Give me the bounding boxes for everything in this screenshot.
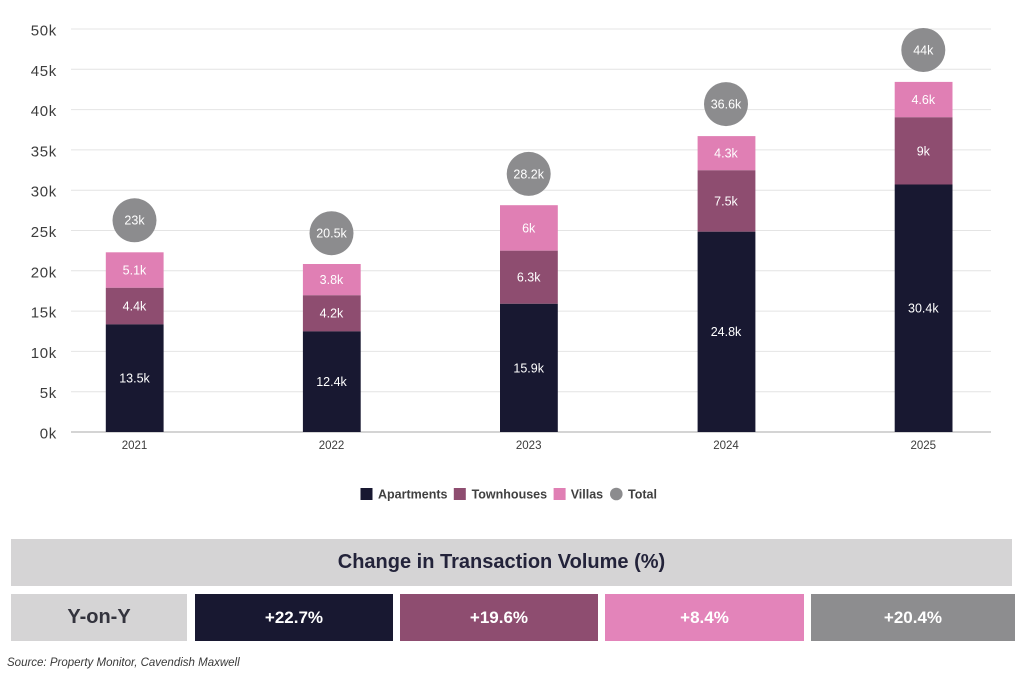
svg-text:36.6k: 36.6k (711, 98, 742, 112)
svg-text:4.6k: 4.6k (911, 93, 935, 107)
svg-text:2023: 2023 (516, 440, 542, 452)
svg-text:6.3k: 6.3k (517, 271, 541, 285)
svg-text:5.1k: 5.1k (123, 263, 147, 277)
svg-text:5k: 5k (40, 385, 57, 402)
svg-text:30k: 30k (31, 184, 57, 201)
svg-text:20.5k: 20.5k (316, 227, 347, 241)
svg-text:50k: 50k (31, 23, 57, 40)
svg-text:4.3k: 4.3k (714, 147, 738, 161)
svg-text:15.9k: 15.9k (513, 361, 544, 375)
svg-text:40k: 40k (31, 103, 57, 120)
svg-text:28.2k: 28.2k (513, 167, 544, 181)
svg-text:15k: 15k (31, 305, 57, 322)
svg-text:2022: 2022 (319, 440, 345, 452)
svg-text:4.2k: 4.2k (320, 307, 344, 321)
svg-text:30.4k: 30.4k (908, 302, 939, 316)
svg-text:25k: 25k (31, 224, 57, 241)
svg-text:24.8k: 24.8k (711, 325, 742, 339)
svg-text:0k: 0k (40, 426, 57, 443)
svg-text:44k: 44k (913, 43, 934, 57)
svg-text:Townhouses: Townhouses (472, 488, 548, 502)
svg-text:7.5k: 7.5k (714, 194, 738, 208)
svg-text:Total: Total (628, 488, 657, 502)
svg-text:10k: 10k (31, 345, 57, 362)
svg-text:12.4k: 12.4k (316, 375, 347, 389)
svg-text:2021: 2021 (122, 440, 148, 452)
svg-text:Apartments: Apartments (378, 488, 448, 502)
svg-text:13.5k: 13.5k (119, 372, 150, 386)
svg-text:4.4k: 4.4k (123, 300, 147, 314)
svg-text:Villas: Villas (571, 488, 603, 502)
svg-text:20k: 20k (31, 264, 57, 281)
svg-text:23k: 23k (124, 214, 145, 228)
svg-text:35k: 35k (31, 143, 57, 160)
svg-text:6k: 6k (522, 221, 536, 235)
svg-text:2024: 2024 (713, 440, 739, 452)
svg-text:45k: 45k (31, 63, 57, 80)
svg-text:3.8k: 3.8k (320, 273, 344, 287)
svg-text:9k: 9k (917, 144, 931, 158)
svg-text:2025: 2025 (911, 440, 937, 452)
